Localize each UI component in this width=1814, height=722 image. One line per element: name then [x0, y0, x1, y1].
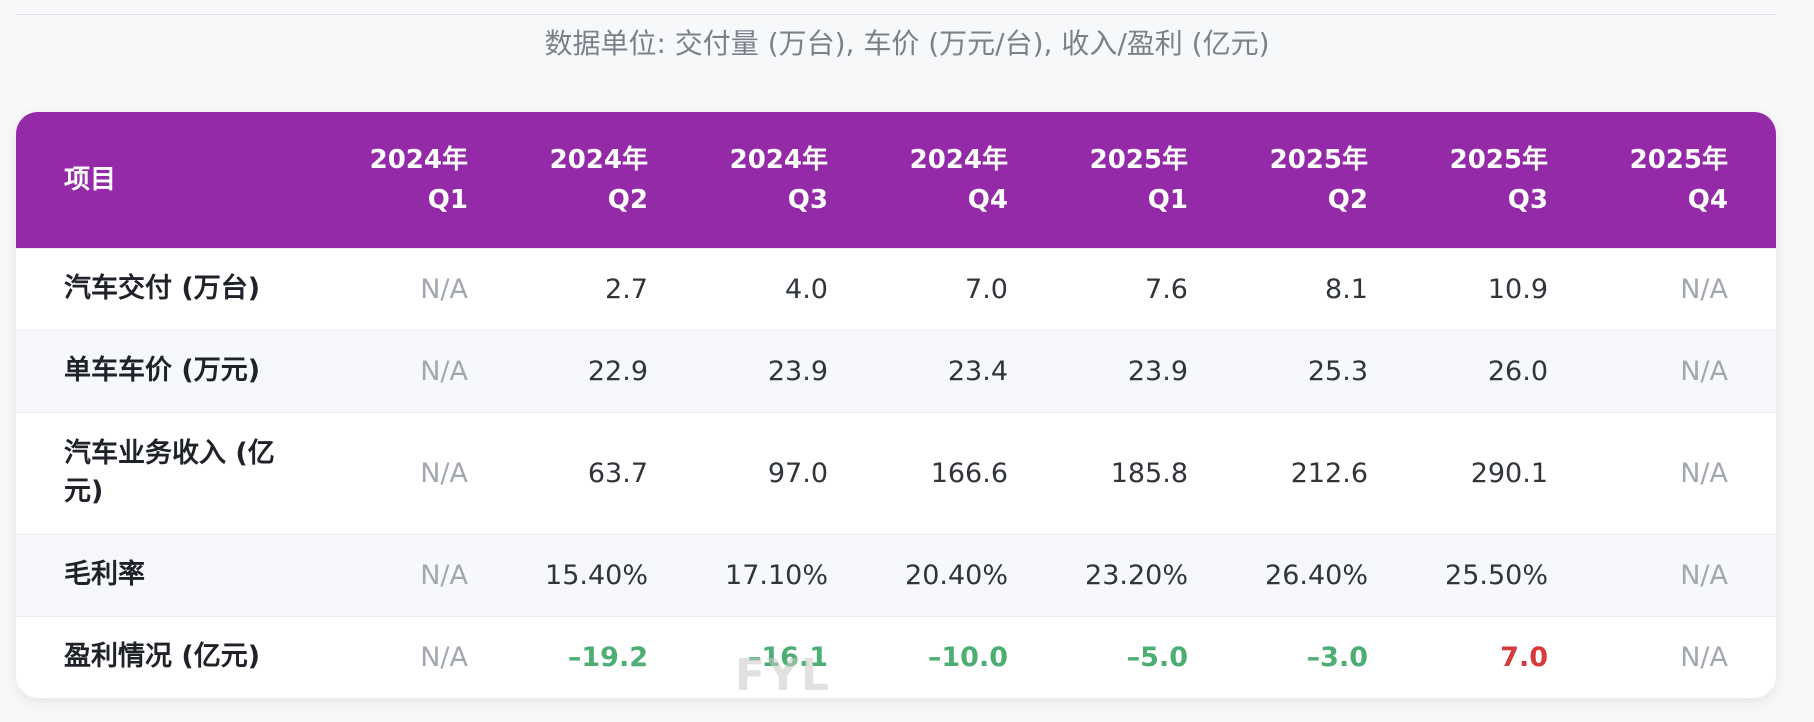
- table-cell: 7.0: [1500, 641, 1548, 673]
- header-quarter: Q4: [967, 184, 1008, 215]
- financial-table: 项目 2024年 Q1 2024年 Q2 2024年 Q3 2024年 Q4 2025年…: [16, 112, 1776, 698]
- header-2025-q4: 2025年 Q4: [1596, 112, 1776, 248]
- header-2025-q3: 2025年 Q3: [1416, 112, 1596, 248]
- row-label: 单车车价 (万元): [64, 355, 261, 386]
- table-cell: 25.3: [1307, 355, 1368, 387]
- header-year: 2024年: [729, 144, 828, 175]
- table-row-deliveries: 汽车交付 (万台) N/A 2.7 4.0 7.0 7.6 8.1 10.9 N…: [16, 248, 1776, 330]
- header-quarter: Q3: [787, 184, 828, 215]
- table-cell: N/A: [1680, 355, 1728, 387]
- watermark: FYL: [735, 650, 831, 701]
- table-cell: –5.0: [1126, 641, 1188, 673]
- header-quarter: Q2: [1327, 184, 1368, 215]
- header-2024-q3: 2024年 Q3: [696, 112, 876, 248]
- table-cell: N/A: [420, 559, 468, 591]
- units-caption: 数据单位: 交付量 (万台), 车价 (万元/台), 收入/盈利 (亿元): [544, 27, 1270, 60]
- table-cell: 26.0: [1487, 355, 1548, 387]
- table-cell: 7.6: [1145, 273, 1188, 305]
- row-label: 毛利率: [64, 559, 145, 590]
- header-year: 2024年: [909, 144, 1008, 175]
- table-cell: 10.9: [1487, 273, 1548, 305]
- row-label: 盈利情况 (亿元): [64, 641, 261, 673]
- table-cell: 23.9: [1127, 355, 1188, 387]
- table-cell: N/A: [420, 273, 468, 305]
- table-cell: N/A: [1680, 641, 1728, 673]
- table-cell: N/A: [1680, 273, 1728, 305]
- table-cell: 23.20%: [1085, 559, 1188, 591]
- header-year: 2025年: [1269, 144, 1368, 175]
- header-quarter: Q1: [1147, 184, 1188, 215]
- table-cell: 4.0: [785, 273, 828, 305]
- table-row-gross-margin: 毛利率 N/A 15.40% 17.10% 20.40% 23.20% 26.4…: [16, 534, 1776, 616]
- table-cell: 185.8: [1110, 457, 1188, 489]
- table-row-profit: 盈利情况 (亿元) N/A –19.2 –16.1 –10.0 –5.0 –3.…: [16, 616, 1776, 698]
- table-cell: N/A: [1680, 559, 1728, 591]
- table-row-revenue: 汽车业务收入 (亿元) N/A 63.7 97.0 166.6 185.8 21…: [16, 412, 1776, 534]
- header-year: 2024年: [369, 144, 468, 175]
- table-cell: N/A: [420, 457, 468, 489]
- table-cell: 23.4: [947, 355, 1008, 387]
- header-year: 2025年: [1089, 144, 1188, 175]
- table-cell: 2.7: [605, 273, 648, 305]
- table-cell: –16.1: [747, 641, 828, 673]
- header-item: 项目: [64, 164, 117, 195]
- table-cell: –19.2: [567, 641, 648, 673]
- header-2024-q2: 2024年 Q2: [516, 112, 696, 248]
- table-cell: –3.0: [1306, 641, 1368, 673]
- header-2024-q4: 2024年 Q4: [876, 112, 1056, 248]
- table-cell: 25.50%: [1445, 559, 1548, 591]
- table-cell: 22.9: [587, 355, 648, 387]
- table-cell: 15.40%: [545, 559, 648, 591]
- header-quarter: Q2: [607, 184, 648, 215]
- table-cell: 8.1: [1325, 273, 1368, 305]
- table-cell: 26.40%: [1265, 559, 1368, 591]
- table-row-unit-price: 单车车价 (万元) N/A 22.9 23.9 23.4 23.9 25.3 2…: [16, 330, 1776, 412]
- header-2025-q2: 2025年 Q2: [1236, 112, 1416, 248]
- table-cell: –10.0: [927, 641, 1008, 673]
- table-cell: 7.0: [965, 273, 1008, 305]
- header-year: 2025年: [1629, 144, 1728, 175]
- row-label: 汽车业务收入 (亿元): [64, 438, 275, 507]
- table-cell: 63.7: [587, 457, 648, 489]
- header-quarter: Q4: [1687, 184, 1728, 215]
- table-cell: 212.6: [1290, 457, 1368, 489]
- table-cell: N/A: [420, 641, 468, 673]
- header-year: 2025年: [1449, 144, 1548, 175]
- header-quarter: Q1: [427, 184, 468, 215]
- header-year: 2024年: [549, 144, 648, 175]
- row-label: 汽车交付 (万台): [64, 273, 261, 304]
- table-cell: 23.9: [767, 355, 828, 387]
- header-2025-q1: 2025年 Q1: [1056, 112, 1236, 248]
- table-cell: N/A: [1680, 457, 1728, 489]
- top-divider: [16, 14, 1776, 15]
- table-cell: 20.40%: [905, 559, 1008, 591]
- table-cell: 97.0: [767, 457, 828, 489]
- table-cell: 290.1: [1470, 457, 1548, 489]
- table-cell: N/A: [420, 355, 468, 387]
- table-cell: 17.10%: [725, 559, 828, 591]
- header-row: 项目 2024年 Q1 2024年 Q2 2024年 Q3 2024年 Q4 2025年…: [16, 112, 1776, 248]
- financial-table-card: 项目 2024年 Q1 2024年 Q2 2024年 Q3 2024年 Q4 2025年…: [16, 112, 1776, 698]
- table-cell: 166.6: [930, 457, 1008, 489]
- header-quarter: Q3: [1507, 184, 1548, 215]
- header-2024-q1: 2024年 Q1: [336, 112, 516, 248]
